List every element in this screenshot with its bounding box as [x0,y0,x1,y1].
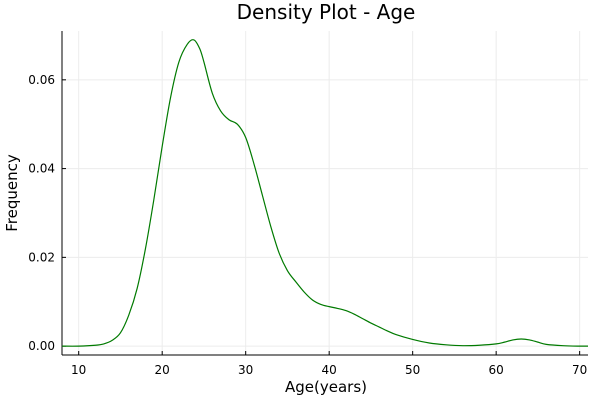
y-tick-label: 0.06 [28,73,55,87]
y-tick-label: 0.00 [28,339,55,353]
y-tick-label: 0.04 [28,162,55,176]
density-line [61,39,589,347]
x-tick-label: 30 [238,363,253,377]
x-tick-label: 50 [405,363,420,377]
gridlines [62,31,588,355]
x-tick-label: 40 [322,363,337,377]
x-tick-label: 70 [572,363,587,377]
tick-labels: 10 20 30 40 50 60 70 0.00 0.02 0.04 0.06 [28,73,587,377]
chart-title: Density Plot - Age [237,0,416,24]
y-tick-label: 0.02 [28,250,55,264]
x-tick-label: 20 [155,363,170,377]
x-axis-label: Age(years) [285,378,367,396]
y-axis-label: Frequency [3,154,21,232]
axes [61,31,588,356]
x-tick-label: 60 [489,363,504,377]
x-tick-label: 10 [71,363,86,377]
